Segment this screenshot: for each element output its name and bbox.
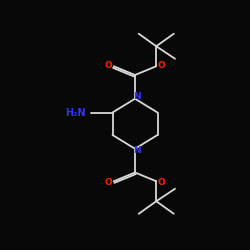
- Text: O: O: [158, 60, 166, 70]
- Text: H₂N: H₂N: [65, 108, 85, 118]
- Text: O: O: [104, 60, 112, 70]
- Text: N: N: [133, 92, 141, 101]
- Text: O: O: [158, 178, 166, 187]
- Text: N: N: [133, 146, 141, 155]
- Text: O: O: [104, 178, 112, 187]
